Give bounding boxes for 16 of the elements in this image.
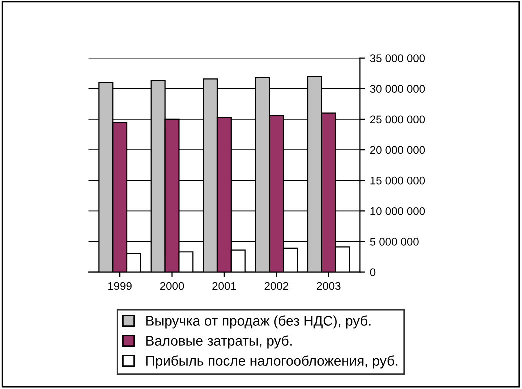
x-tick-label: 2002 [264,282,288,290]
y-tick-label: 15 000 000 [370,176,426,185]
legend-label: Валовые затраты, руб. [146,336,292,349]
y-tick-label: 20 000 000 [370,146,426,154]
y-tick-label: 30 000 000 [370,85,426,94]
y-tick-label: 10 000 000 [370,207,426,216]
x-tick-label: 2001 [212,282,236,290]
x-tick-label: 2000 [160,282,184,290]
y-tick-label: 0 [370,268,376,276]
y-tick-label: 35 000 000 [370,54,426,62]
legend-label: Выручка от продаж (без НДС), руб. [146,316,371,329]
x-tick-label: 1999 [108,282,132,290]
x-tick-label: 2003 [317,282,341,290]
y-tick-label: 25 000 000 [370,116,426,124]
y-tick-label: 5 000 000 [370,238,419,246]
legend-label: Прибыль после налогообложения, руб. [146,356,398,369]
